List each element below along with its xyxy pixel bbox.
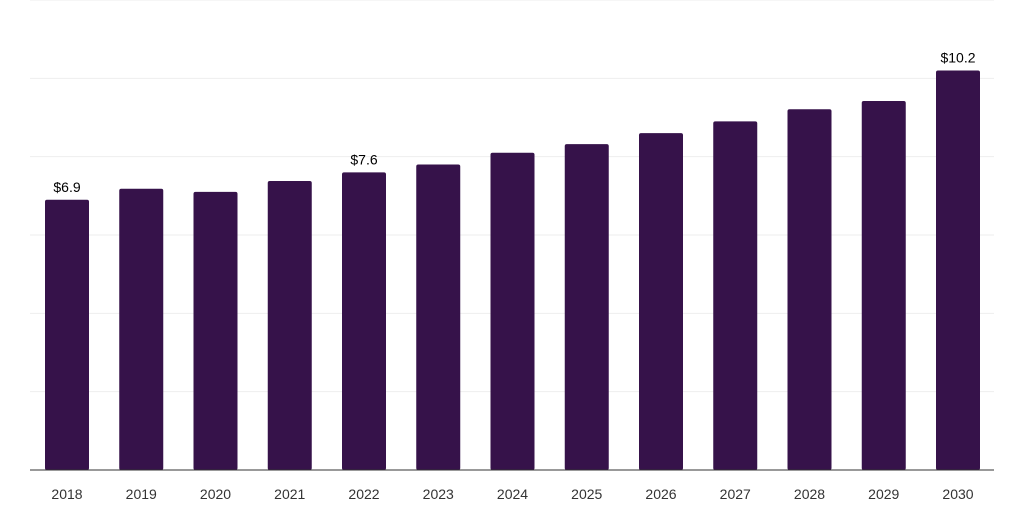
x-tick-label: 2020 bbox=[200, 486, 231, 502]
x-tick-label: 2025 bbox=[571, 486, 602, 502]
x-tick-label: 2023 bbox=[423, 486, 454, 502]
x-tick-label: 2024 bbox=[497, 486, 528, 502]
data-labels: $6.9 $7.6 $10.2 bbox=[53, 50, 975, 195]
x-tick-label: 2027 bbox=[720, 486, 751, 502]
bar-2030 bbox=[936, 70, 980, 470]
bar-2028 bbox=[787, 109, 832, 471]
bar-2029 bbox=[861, 101, 906, 471]
bar-2018 bbox=[45, 199, 89, 470]
data-label-2022: $7.6 bbox=[350, 151, 377, 167]
x-tick-label: 2019 bbox=[126, 486, 157, 502]
x-tick-label: 2026 bbox=[645, 486, 676, 502]
data-label-2030: $10.2 bbox=[940, 50, 975, 66]
x-tick-label: 2022 bbox=[348, 486, 379, 502]
bar-2026 bbox=[639, 133, 683, 470]
bar-2022 bbox=[342, 172, 386, 471]
bar-2025 bbox=[564, 144, 609, 470]
bars bbox=[45, 70, 980, 471]
x-tick-label: 2029 bbox=[868, 486, 899, 502]
bar-2020 bbox=[193, 191, 238, 470]
x-tick-label: 2028 bbox=[794, 486, 825, 502]
x-tick-labels: 2018 2019 2020 2021 2022 2023 2024 2025 2026 2027… bbox=[51, 486, 973, 502]
data-label-2018: $6.9 bbox=[53, 179, 80, 195]
bar-2021 bbox=[267, 180, 312, 470]
x-tick-label: 2030 bbox=[942, 486, 973, 502]
x-tick-label: 2021 bbox=[274, 486, 305, 502]
bar-2027 bbox=[713, 121, 758, 471]
x-tick-label: 2018 bbox=[51, 486, 82, 502]
bar-2023 bbox=[416, 164, 461, 470]
bar-2019 bbox=[119, 188, 164, 471]
bar-2024 bbox=[490, 152, 535, 470]
